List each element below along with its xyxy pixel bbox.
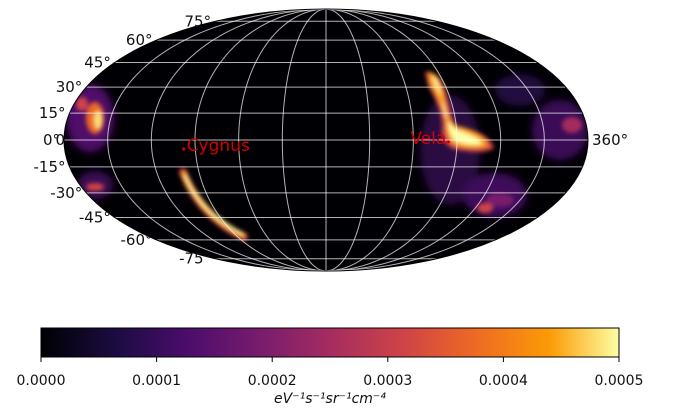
meridian-line: [281, 9, 327, 271]
colorbar-tick-label: 0.0003: [363, 373, 412, 389]
latitude-tick-label: 75°: [185, 12, 212, 30]
meridian-line: [325, 9, 458, 271]
latitude-tick-label: 30°: [56, 78, 83, 96]
colorbar-tick-label: 0.0005: [595, 373, 644, 389]
meridian-line: [150, 9, 327, 271]
bright-emission-right: [477, 117, 582, 213]
longitude-tick-label: 360°: [592, 131, 628, 149]
source-marker: [446, 140, 450, 144]
longitude-tick-labels: 0 360°: [55, 131, 628, 149]
meridian-line: [194, 9, 327, 271]
source-label: Vela: [410, 129, 446, 149]
emission-map: [66, 71, 588, 241]
bright-emission-left: [76, 97, 104, 191]
meridian-line: [325, 9, 414, 271]
latitude-tick-label: -75°: [179, 250, 211, 268]
meridian-line: [107, 9, 327, 271]
latitude-tick-label: 0°: [43, 131, 60, 149]
colorbar-ticks: 0.0000 0.0001 0.0002 0.0003 0.0004 0.0005: [17, 357, 644, 389]
meridian-line: [325, 9, 502, 271]
latitude-tick-label: 45°: [84, 53, 111, 71]
meridian-line: [325, 9, 545, 271]
diffuse-emission-left: [66, 84, 114, 199]
meridian-line: [325, 9, 371, 271]
latitude-tick-label: -60°: [121, 231, 153, 249]
colorbar-tick-label: 0.0001: [132, 373, 181, 389]
source-marker: [182, 147, 186, 151]
latitude-tick-labels: 75° 60° 45°30° 15° 0° -15° -30° -45° -60° -75°: [34, 12, 212, 267]
latitude-tick-label: 15°: [39, 104, 66, 122]
source-label: Cygnus: [187, 136, 250, 156]
colorbar-gradient: [40, 327, 620, 358]
longitude-tick-label: 0: [55, 131, 65, 149]
graticule: [64, 9, 588, 271]
colorbar-tick-label: 0.0004: [479, 373, 528, 389]
latitude-tick-label: 60°: [126, 31, 153, 49]
source-markers: Cygnus Vela: [182, 129, 450, 156]
colorbar-unit-label: eV⁻¹s⁻¹sr⁻¹cm⁻⁴: [274, 391, 386, 407]
meridian-line: [238, 9, 327, 271]
latitude-tick-label: -15°: [34, 158, 66, 176]
colorbar-tick-label: 0.0002: [248, 373, 297, 389]
sky-map-border: [63, 8, 589, 272]
latitude-tick-label: -30°: [50, 184, 82, 202]
colorbar-tick-label: 0.0000: [17, 373, 66, 389]
latitude-tick-label: -45°: [79, 209, 111, 227]
colorbar: 0.0000 0.0001 0.0002 0.0003 0.0004 0.0005 eV⁻…: [17, 327, 644, 407]
